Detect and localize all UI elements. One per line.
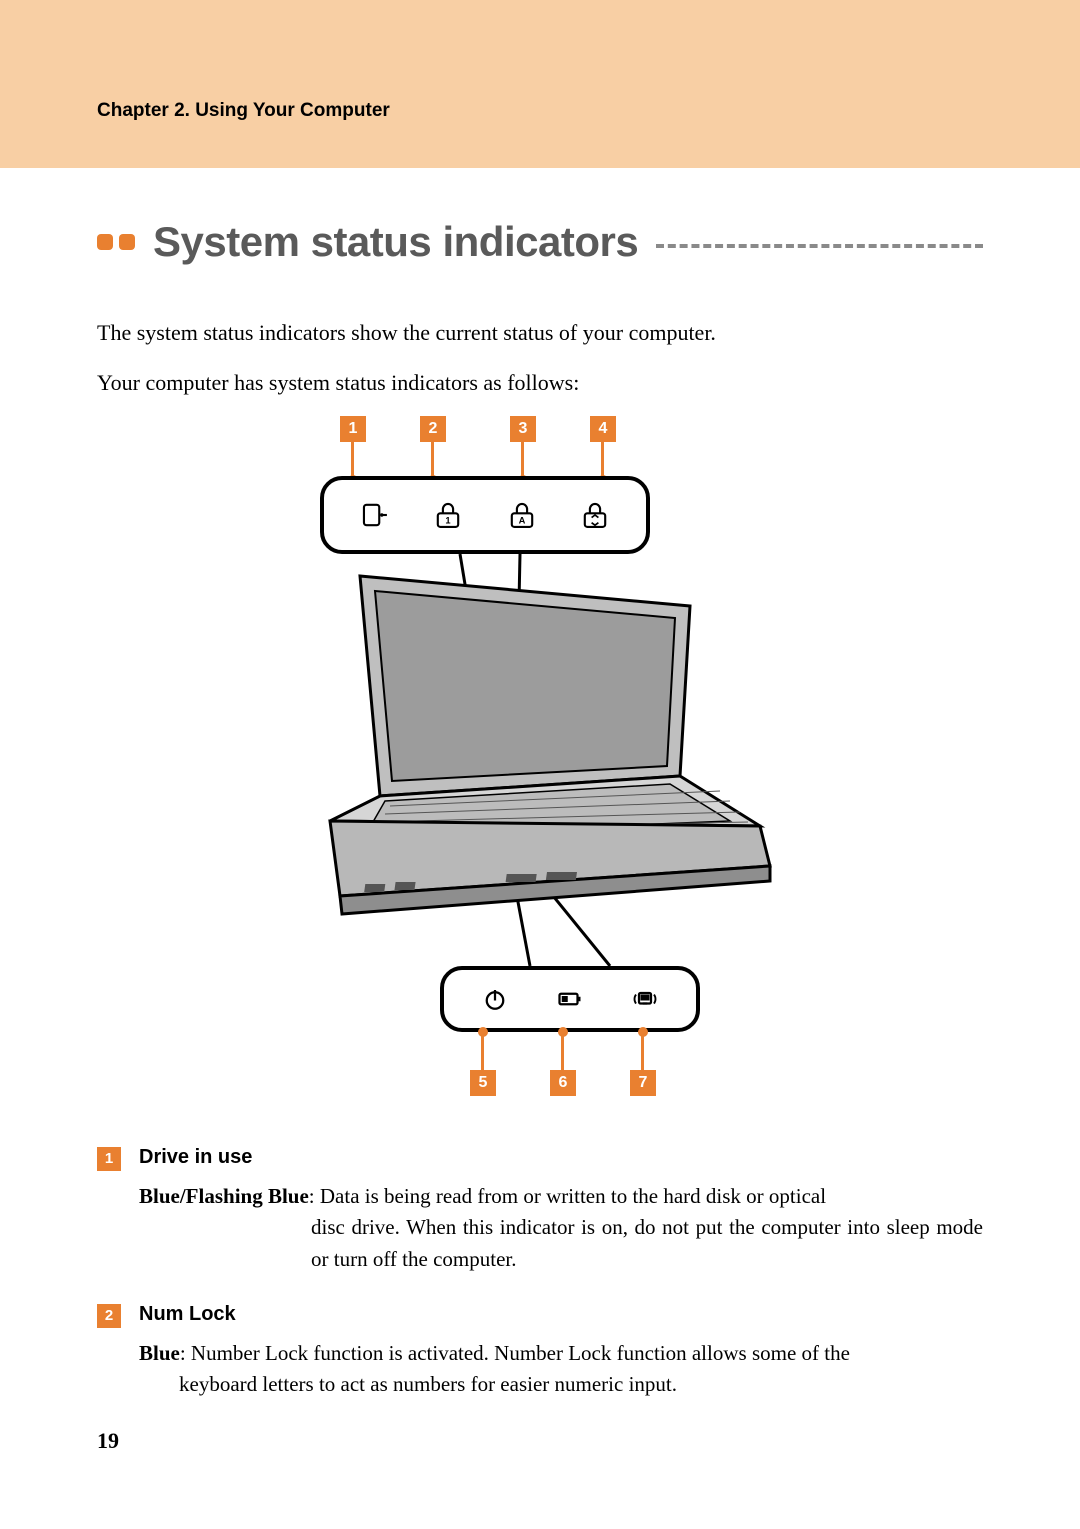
definition-text-cont: keyboard letters to act as numbers for e… xyxy=(139,1369,983,1401)
callout-marker-6: 6 xyxy=(550,1070,576,1096)
definition-title: Num Lock xyxy=(139,1303,236,1326)
page-content: System status indicators The system stat… xyxy=(0,168,1080,1401)
definition-body: Blue: Number Lock function is activated.… xyxy=(97,1338,983,1401)
title-bullets xyxy=(97,234,135,250)
bottom-indicator-bubble xyxy=(440,966,700,1032)
definition-text-first: : Number Lock function is activated. Num… xyxy=(180,1341,850,1365)
callout-connector xyxy=(561,1032,564,1070)
callout-connector xyxy=(431,442,434,480)
header-band: Chapter 2. Using Your Computer xyxy=(0,0,1080,168)
definition-lead: Blue/Flashing Blue xyxy=(139,1184,309,1208)
drive-icon xyxy=(355,495,395,535)
section-title: System status indicators xyxy=(153,218,638,266)
numlock-icon: 1 xyxy=(428,495,468,535)
capslock-icon: A xyxy=(502,495,542,535)
callout-connector xyxy=(641,1032,644,1070)
definition-title: Drive in use xyxy=(139,1146,252,1169)
top-indicator-bubble: 1 A xyxy=(320,476,650,554)
definition-item: 1 Drive in use Blue/Flashing Blue: Data … xyxy=(97,1146,983,1275)
bullet-icon xyxy=(119,234,135,250)
callout-connector xyxy=(481,1032,484,1070)
battery-icon xyxy=(550,979,590,1019)
callout-connector xyxy=(601,442,604,480)
intro-line-1: The system status indicators show the cu… xyxy=(97,316,983,350)
power-icon xyxy=(475,979,515,1019)
scrolllock-icon xyxy=(575,495,615,535)
callout-marker-4: 4 xyxy=(590,416,616,442)
bullet-icon xyxy=(97,234,113,250)
svg-text:1: 1 xyxy=(446,516,451,526)
callout-connector xyxy=(521,442,524,480)
diagram: 1 2 3 4 1 A xyxy=(97,416,983,1116)
laptop-illustration xyxy=(290,566,790,966)
callout-marker-5: 5 xyxy=(470,1070,496,1096)
definitions-list: 1 Drive in use Blue/Flashing Blue: Data … xyxy=(97,1146,983,1401)
definition-text-first: : Data is being read from or written to … xyxy=(309,1184,826,1208)
wireless-icon xyxy=(625,979,665,1019)
manual-page: Chapter 2. Using Your Computer System st… xyxy=(0,0,1080,1529)
definition-number-badge: 2 xyxy=(97,1304,121,1328)
callout-marker-7: 7 xyxy=(630,1070,656,1096)
svg-text:A: A xyxy=(518,516,525,526)
intro-line-2: Your computer has system status indicato… xyxy=(97,366,983,400)
callout-marker-1: 1 xyxy=(340,416,366,442)
definition-number-badge: 1 xyxy=(97,1147,121,1171)
definition-text-cont: disc drive. When this indicator is on, d… xyxy=(139,1212,983,1275)
callout-marker-3: 3 xyxy=(510,416,536,442)
chapter-heading: Chapter 2. Using Your Computer xyxy=(97,100,1080,122)
definition-lead: Blue xyxy=(139,1341,180,1365)
section-title-row: System status indicators xyxy=(97,218,983,266)
callout-marker-2: 2 xyxy=(420,416,446,442)
definition-item: 2 Num Lock Blue: Number Lock function is… xyxy=(97,1303,983,1401)
page-number: 19 xyxy=(97,1428,119,1454)
callout-connector xyxy=(351,442,354,480)
definition-body: Blue/Flashing Blue: Data is being read f… xyxy=(97,1181,983,1276)
title-dash-rule xyxy=(656,244,983,248)
